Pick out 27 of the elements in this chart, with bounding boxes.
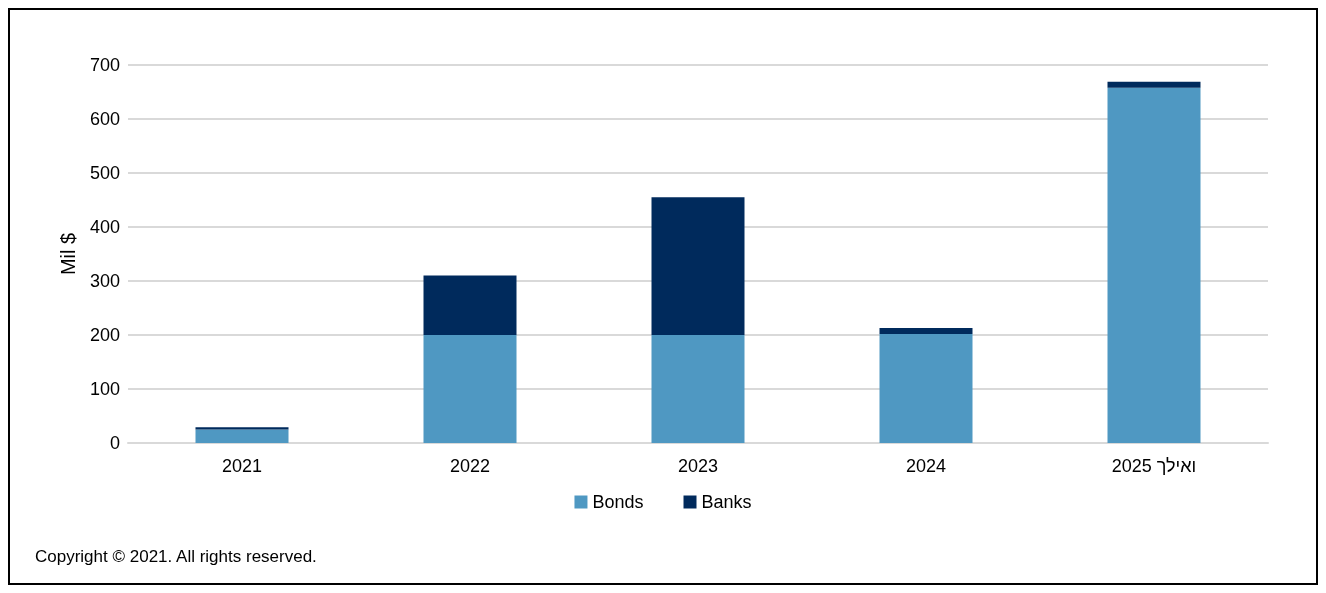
x-tick-label: 2022 — [449, 456, 491, 476]
bar — [651, 197, 745, 335]
x-tick-label: 2021 — [221, 456, 263, 476]
legend-label: Banks — [701, 492, 752, 512]
y-tick-label: 700 — [89, 55, 120, 75]
x-tick-label: 2023 — [677, 456, 719, 476]
y-tick-label: 400 — [89, 217, 120, 237]
bar — [195, 429, 289, 443]
y-tick-label: 0 — [109, 433, 120, 453]
bar — [195, 427, 289, 430]
y-axis-title: Mil $ — [57, 232, 79, 276]
x-tick-label: 2024 — [905, 456, 947, 476]
y-tick-label: 100 — [89, 379, 120, 399]
y-tick-label: 200 — [89, 325, 120, 345]
bar — [1107, 81, 1201, 88]
legend-label: Bonds — [592, 492, 644, 512]
y-tick-label: 300 — [89, 271, 120, 291]
bar — [423, 275, 517, 335]
bar — [423, 335, 517, 443]
bar — [651, 335, 745, 443]
bar — [879, 327, 973, 334]
x-tick-label: 2025 ואילך — [1111, 456, 1197, 476]
bar — [879, 333, 973, 443]
y-tick-label: 600 — [89, 109, 120, 129]
text: Copyright © 2021. All rights reserved. — [35, 547, 317, 566]
y-tick-label: 500 — [89, 163, 120, 183]
bar — [1107, 87, 1201, 443]
